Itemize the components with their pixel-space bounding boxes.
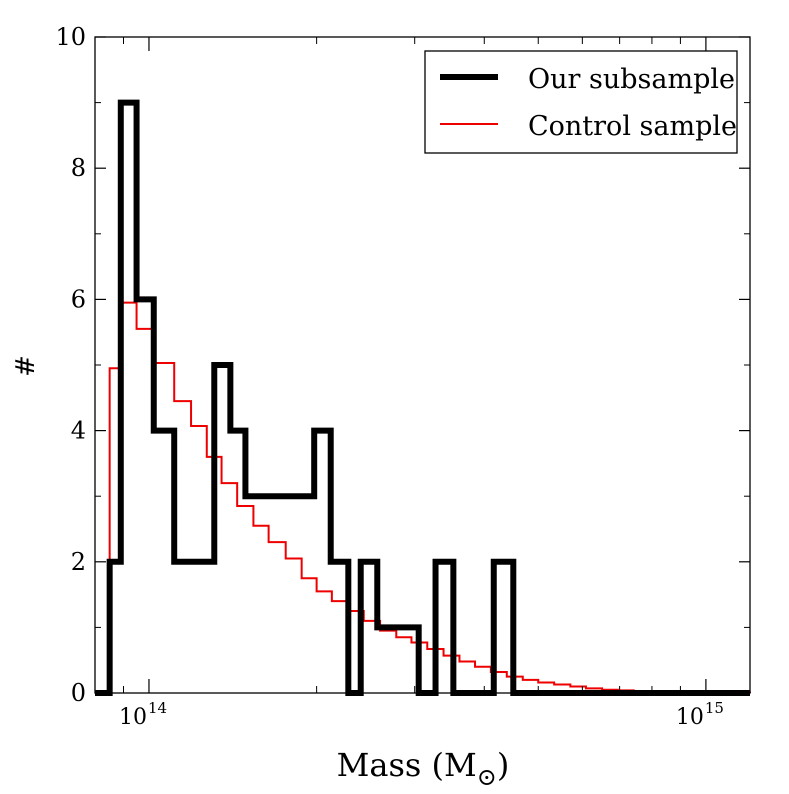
y-tick-label: 0 (71, 679, 86, 707)
y-axis-label: # (11, 355, 41, 377)
legend-label-our-subsample: Our subsample (528, 64, 735, 95)
y-tick-label: 4 (71, 417, 86, 445)
x-axis-label-close: ) (497, 746, 509, 784)
legend: Our subsample Control sample (425, 51, 737, 153)
x-axis-label-main: Mass (M (337, 746, 477, 784)
y-tick-label: 10 (55, 23, 86, 51)
y-tick-label: 8 (71, 154, 86, 182)
chart-svg: 024681010 14 10 15 # Mass (M⊙) Our subsampl… (0, 0, 789, 789)
histogram-chart: 0 2 4 6 8 10 10 14 10 15 # Mass (M⊙) Our subsampl… (0, 0, 789, 789)
legend-label-control-sample: Control sample (528, 111, 737, 142)
x-tick-label-exponent: 14 (148, 699, 167, 717)
x-axis-label-subscript: ⊙ (477, 763, 497, 789)
x-tick-label-base: 10 (676, 705, 704, 730)
x-tick-label-base: 10 (119, 705, 147, 730)
y-tick-label: 2 (71, 548, 86, 576)
y-tick-label: 6 (71, 285, 86, 313)
x-tick-label-exponent: 15 (705, 699, 724, 717)
